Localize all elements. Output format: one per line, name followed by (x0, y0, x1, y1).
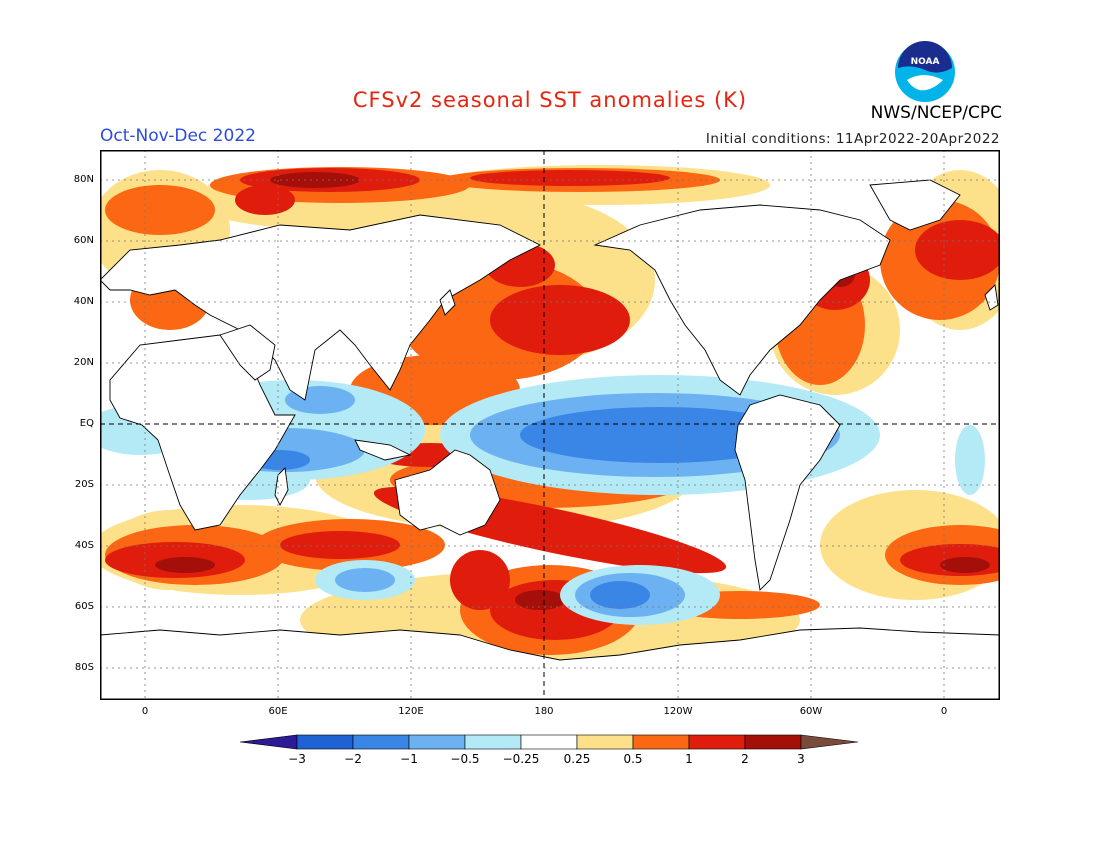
lon-label: 60E (268, 706, 288, 717)
anomaly-fields (100, 150, 1000, 700)
agency-label: NWS/NCEP/CPC (870, 103, 1002, 123)
colorbar-low-arrow (240, 734, 298, 750)
colorbar-cell (296, 734, 354, 750)
colorbar-label: −0.5 (450, 752, 480, 766)
colorbar-label: −1 (400, 752, 418, 766)
colorbar-label: −2 (344, 752, 362, 766)
colorbar-label: 0.25 (563, 752, 591, 766)
colorbar-label: −0.25 (502, 752, 540, 766)
colorbar-cell (744, 734, 802, 750)
lat-label: 80S (74, 662, 94, 673)
colorbar-cell (520, 734, 578, 750)
colorbar-label: 0.5 (623, 752, 643, 766)
map-border (100, 150, 1000, 700)
lat-label: 20S (74, 479, 94, 490)
lon-label: 0 (940, 706, 948, 717)
lon-label: 0 (141, 706, 149, 717)
sst-anomaly-map (100, 150, 1000, 700)
lon-label: 60W (799, 706, 823, 717)
lat-label: 60N (73, 235, 94, 246)
season-label: Oct-Nov-Dec 2022 (100, 126, 256, 146)
lon-label: 180 (534, 706, 554, 717)
noaa-logo: NOAA (895, 41, 955, 102)
colorbar (240, 734, 859, 750)
colorbar-cell (352, 734, 410, 750)
colorbar-cell (464, 734, 522, 750)
initial-conditions-label: Initial conditions: 11Apr2022-20Apr2022 (705, 131, 1000, 147)
colorbar-label: −3 (288, 752, 306, 766)
colorbar-cell (408, 734, 466, 750)
colorbar-cell (688, 734, 746, 750)
lat-label: 20N (73, 357, 94, 368)
colorbar-label: 2 (741, 752, 749, 766)
colorbar-label: 1 (685, 752, 693, 766)
lat-label: 40S (74, 540, 94, 551)
colorbar-high-arrow (800, 734, 859, 750)
lat-label: EQ (79, 418, 94, 429)
colorbar-cell (576, 734, 634, 750)
lat-label: 80N (73, 174, 94, 185)
logo-text: NOAA (911, 57, 940, 67)
lon-label: 120W (663, 706, 693, 717)
lon-label: 120E (398, 706, 424, 717)
colorbar-label: 3 (797, 752, 805, 766)
lat-label: 60S (74, 601, 94, 612)
map-title: CFSv2 seasonal SST anomalies (K) (352, 88, 748, 112)
lat-label: 40N (73, 296, 94, 307)
colorbar-cell (632, 734, 690, 750)
